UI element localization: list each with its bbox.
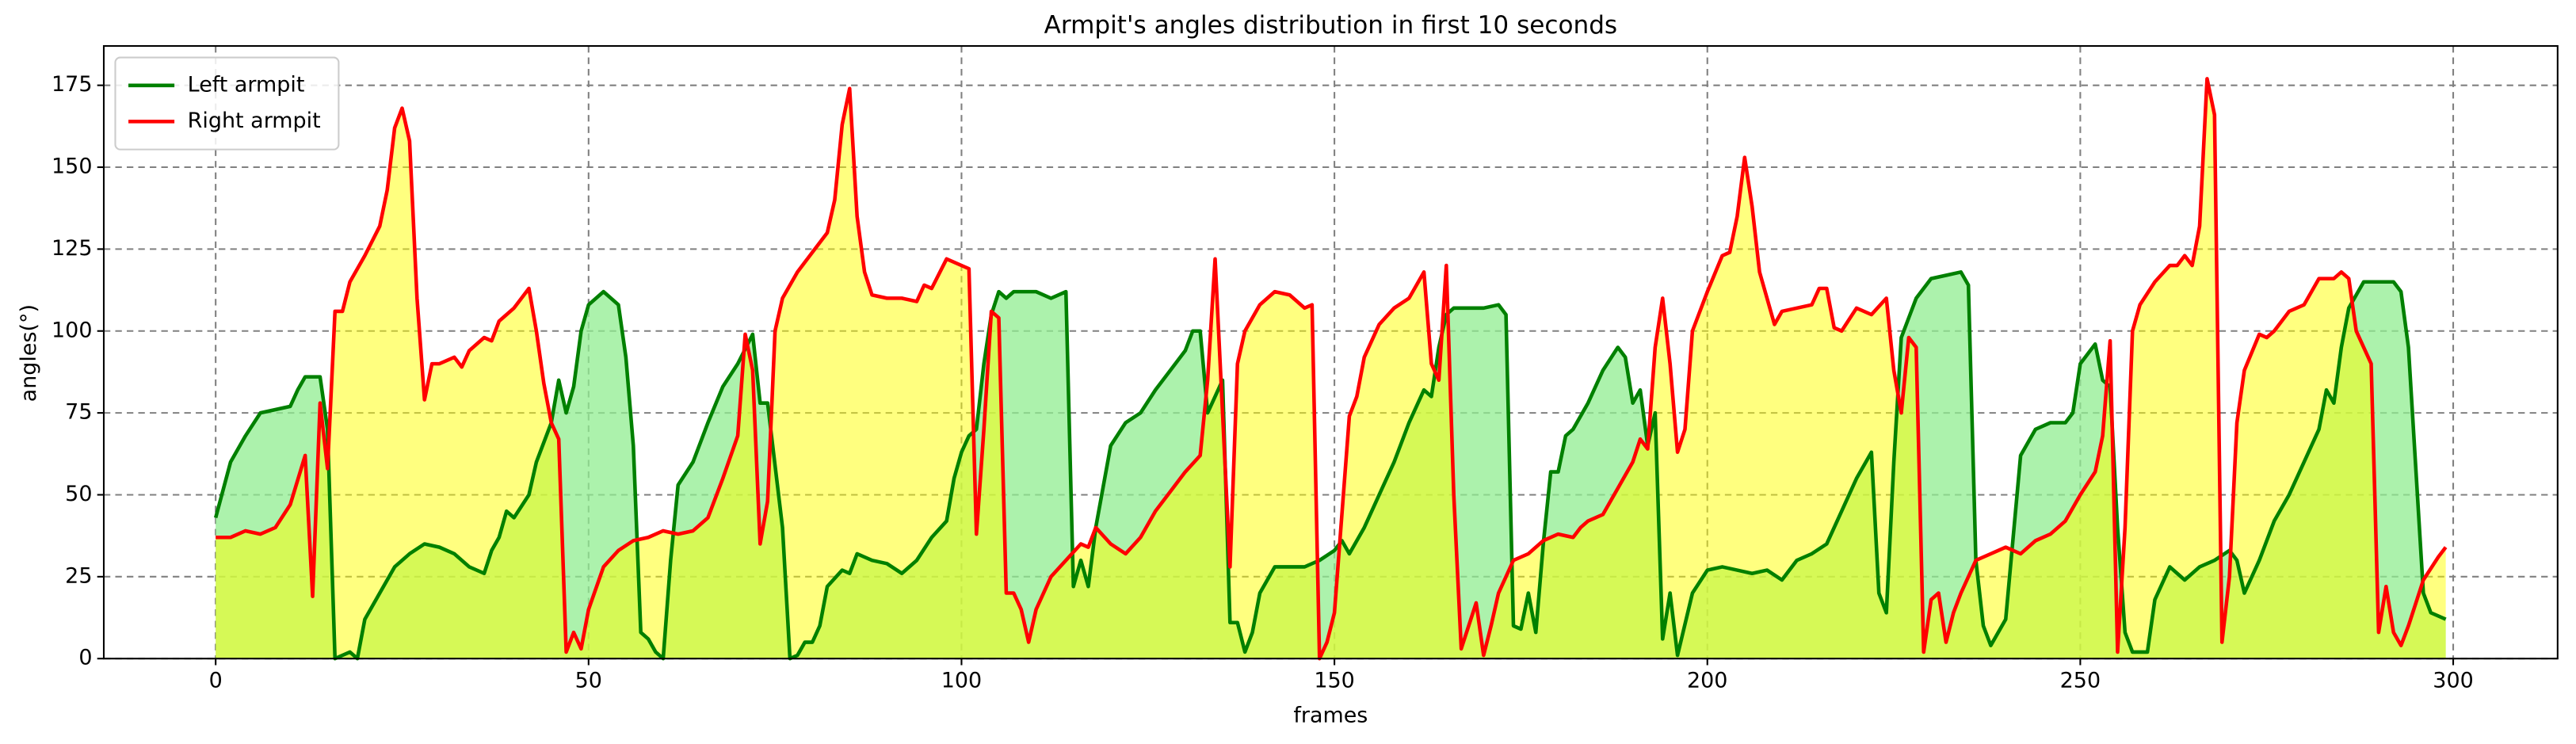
legend-label: Left armpit xyxy=(188,72,305,97)
x-tick-label: 250 xyxy=(2060,669,2101,693)
y-tick-label: 50 xyxy=(65,482,92,506)
x-tick-label: 50 xyxy=(575,669,602,693)
x-tick-label: 300 xyxy=(2433,669,2473,693)
x-tick-label: 200 xyxy=(1687,669,1727,693)
y-tick-label: 0 xyxy=(78,646,92,670)
y-axis-label: angles(°) xyxy=(17,304,41,402)
x-tick-label: 0 xyxy=(209,669,223,693)
legend: Left armpit Right armpit xyxy=(114,56,340,151)
y-tick-label: 175 xyxy=(52,72,92,97)
legend-label: Right armpit xyxy=(188,109,321,133)
area xyxy=(216,78,2446,659)
legend-box xyxy=(114,56,340,151)
y-tick-label: 125 xyxy=(52,236,92,261)
x-tick-label: 100 xyxy=(941,669,982,693)
y-tick-label: 25 xyxy=(65,563,92,588)
chart-title: Armpit's angles distribution in first 10… xyxy=(1044,11,1617,40)
x-tick-label: 150 xyxy=(1314,669,1354,693)
y-tick-label: 75 xyxy=(65,400,92,425)
plot-frame xyxy=(102,45,2559,660)
line xyxy=(216,77,2448,661)
x-axis-label: frames xyxy=(1293,703,1368,727)
y-tick-label: 100 xyxy=(52,318,92,342)
y-tick-label: 150 xyxy=(52,155,92,179)
line xyxy=(213,270,2447,661)
